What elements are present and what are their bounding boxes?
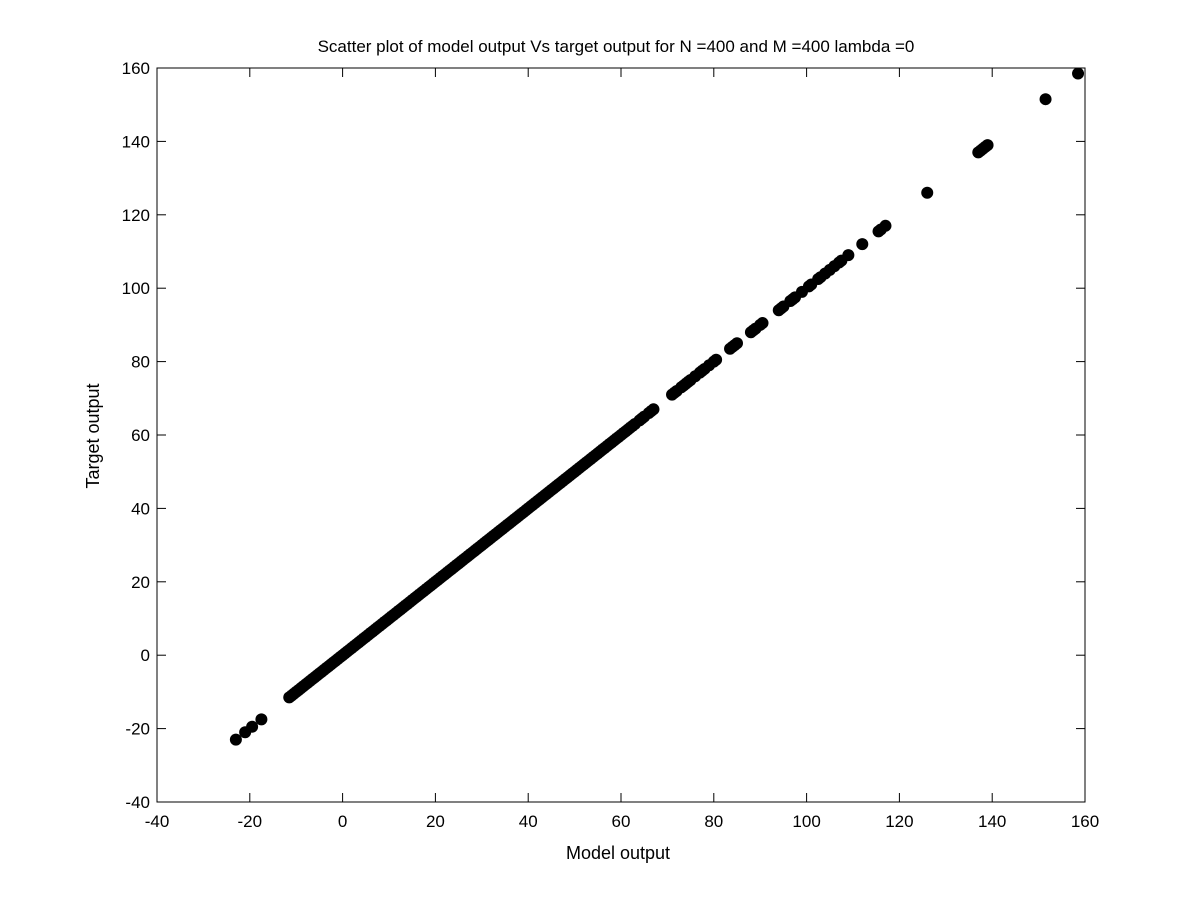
y-tick-label: 160 [122,59,150,78]
x-tick-label: -40 [145,812,170,831]
y-tick-label: 40 [131,499,150,518]
scatter-point [1039,93,1052,106]
scatter-point [879,219,892,232]
y-tick-label: 20 [131,573,150,592]
y-tick-label: 0 [141,646,150,665]
x-tick-label: 40 [519,812,538,831]
x-tick-label: 160 [1071,812,1099,831]
x-tick-label: 60 [612,812,631,831]
scatter-point [710,353,723,366]
y-tick-label: 100 [122,279,150,298]
scatter-point [921,186,934,199]
y-tick-label: 80 [131,353,150,372]
x-tick-label: -20 [238,812,263,831]
x-tick-label: 100 [792,812,820,831]
x-tick-label: 120 [885,812,913,831]
scatter-point [731,337,743,350]
x-tick-label: 140 [978,812,1006,831]
scatter-point [255,713,268,726]
scatter-point [856,238,869,251]
y-axis-label: Target output [83,383,103,488]
scatter-point [647,403,660,416]
y-tick-label: 60 [131,426,150,445]
scatter-point [246,720,259,733]
x-tick-label: 20 [426,812,445,831]
y-tick-label: 120 [122,206,150,225]
y-tick-label: -20 [125,720,150,739]
y-tick-label: -40 [125,793,150,812]
y-tick-label: 140 [122,132,150,151]
y-axis-ticks: -40 -20 0 20 40 60 80 100 120 140 160 [122,59,1085,812]
x-tick-label: 80 [704,812,723,831]
scatter-point [1072,67,1085,80]
chart-title: Scatter plot of model output Vs target o… [318,37,915,56]
scatter-point [229,733,242,746]
x-axis-ticks: -40 -20 0 20 40 60 80 100 120 140 160 [145,68,1099,831]
scatter-point [981,139,994,152]
scatter-points [229,67,1085,746]
x-axis-label: Model output [566,843,670,863]
scatter-point [756,317,769,330]
x-tick-label: 0 [338,812,347,831]
scatter-point [842,249,855,262]
